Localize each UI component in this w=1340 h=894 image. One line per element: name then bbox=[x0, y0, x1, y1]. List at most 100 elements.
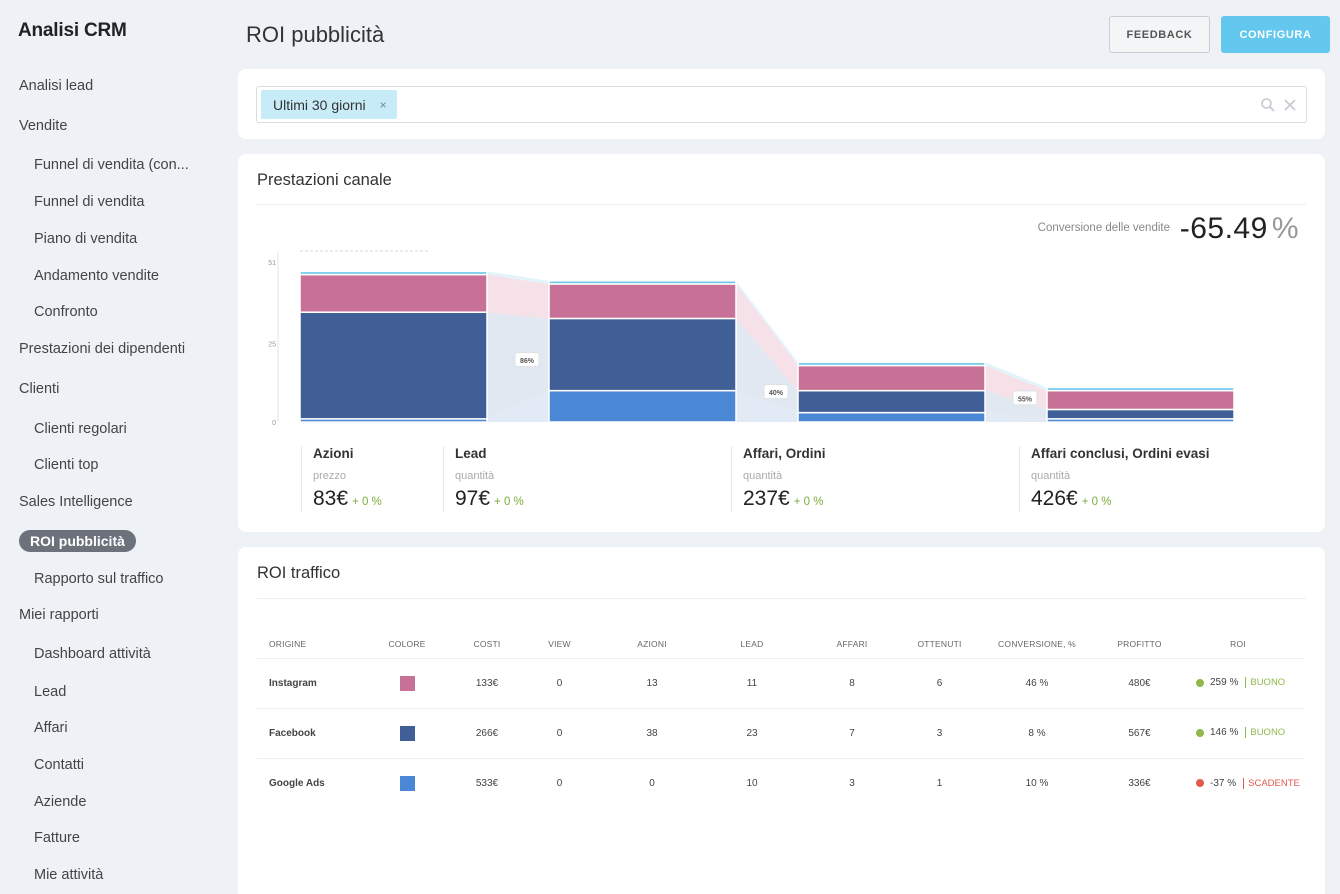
bar-segment bbox=[797, 361, 986, 367]
stat-value-number: 83€ bbox=[313, 487, 349, 510]
stat-value: 237€ + 0 % bbox=[743, 487, 826, 511]
status-badge: SCADENTE bbox=[1248, 777, 1300, 789]
separator bbox=[1243, 777, 1245, 789]
bar-segment bbox=[299, 311, 488, 420]
sidebar-item-dashboard-attivita[interactable]: Dashboard attività bbox=[34, 646, 151, 662]
column-header[interactable]: ROI bbox=[1172, 630, 1304, 659]
sidebar-item-mie-attivita[interactable]: Mie attività bbox=[34, 867, 104, 883]
stat-title: Affari, Ordini bbox=[743, 446, 826, 461]
sidebar-item-vendite[interactable]: Vendite bbox=[19, 118, 68, 134]
column-header[interactable]: PROFITTO bbox=[1107, 630, 1172, 659]
card-title: ROI traffico bbox=[257, 564, 341, 582]
sidebar-item-confronto[interactable]: Confronto bbox=[34, 304, 98, 320]
stat-title: Affari conclusi, Ordini evasi bbox=[1031, 446, 1210, 461]
sidebar-item-affari[interactable]: Affari bbox=[34, 720, 68, 736]
roi-cell: 146 % BUONO bbox=[1172, 708, 1304, 759]
stat-azioni: Azioni prezzo 83€ + 0 % bbox=[301, 446, 382, 512]
conversion-cell: 46 % bbox=[967, 658, 1107, 709]
stat-value-number: 237€ bbox=[743, 487, 790, 510]
sidebar-item-clienti-top[interactable]: Clienti top bbox=[34, 457, 99, 473]
roi-table: ORIGINE COLORE COSTI VIEW AZIONI LEAD AF… bbox=[257, 630, 1304, 808]
roi-value: 146 % bbox=[1210, 727, 1239, 739]
feedback-button[interactable]: FEEDBACK bbox=[1109, 16, 1210, 53]
column-header[interactable]: AZIONI bbox=[592, 630, 712, 659]
search-icon[interactable] bbox=[1260, 97, 1276, 113]
table-row[interactable]: Facebook 266€ 0 38 23 7 3 8 % 567€ 146 % BUONO bbox=[257, 708, 1304, 759]
sidebar: Analisi CRM Analisi lead Vendite Funnel … bbox=[0, 0, 230, 894]
color-swatch bbox=[399, 675, 415, 691]
roi-cell: -37 % SCADENTE bbox=[1172, 758, 1304, 808]
bar-segment bbox=[548, 389, 737, 423]
funnel-connector bbox=[487, 390, 549, 422]
deals-cell: 3 bbox=[849, 777, 855, 789]
actions-cell: 0 bbox=[649, 777, 655, 789]
y-tick-label: 0 bbox=[272, 420, 276, 427]
column-header[interactable]: CONVERSIONE, % bbox=[967, 630, 1107, 659]
sidebar-item-analisi-lead[interactable]: Analisi lead bbox=[19, 78, 94, 94]
conversion-tag-bg bbox=[763, 384, 789, 400]
conversion-tag: 86% bbox=[514, 352, 540, 368]
deals-cell: 7 bbox=[792, 708, 912, 759]
sidebar-item-funnel[interactable]: Funnel di vendita bbox=[34, 194, 145, 210]
sidebar-item-clienti-regolari[interactable]: Clienti regolari bbox=[34, 421, 127, 437]
column-header[interactable]: COLORE bbox=[367, 630, 447, 659]
funnel-connector bbox=[985, 362, 1047, 391]
conversion-cell: 8 % bbox=[967, 708, 1107, 759]
conversion-label: Conversione delle vendite bbox=[1037, 222, 1170, 234]
table-row[interactable]: Google Ads 533€ 0 0 10 3 1 10 % 336€ -37 % SCADENT… bbox=[257, 758, 1304, 808]
column-header[interactable]: OTTENUTI bbox=[912, 630, 967, 659]
deals-cell: 8 bbox=[792, 658, 912, 709]
sidebar-item-funnel-con[interactable]: Funnel di vendita (con... bbox=[34, 157, 189, 173]
sidebar-item-rapporto-traffico[interactable]: Rapporto sul traffico bbox=[34, 571, 164, 587]
column-header[interactable]: ORIGINE bbox=[257, 630, 367, 659]
sidebar-item-roi-pubblicita[interactable]: ROI pubblicità bbox=[19, 530, 136, 552]
separator bbox=[1245, 677, 1247, 689]
conversion-unit: % bbox=[1271, 212, 1299, 245]
bar-segment bbox=[797, 389, 986, 414]
view-cell: 0 bbox=[527, 708, 592, 759]
view-cell: 0 bbox=[527, 658, 592, 709]
configure-button[interactable]: CONFIGURA bbox=[1221, 16, 1330, 53]
conversion-tag-bg bbox=[514, 352, 540, 368]
close-icon[interactable] bbox=[1282, 97, 1298, 113]
won-cell: 3 bbox=[912, 708, 967, 759]
column-header[interactable]: COSTI bbox=[447, 630, 527, 659]
status-dot-icon bbox=[1196, 779, 1204, 788]
bar-segment bbox=[797, 411, 986, 423]
conversion-cell: 10 % bbox=[1025, 777, 1049, 789]
roi-value: 259 % bbox=[1210, 677, 1239, 689]
stat-value: 83€ + 0 % bbox=[313, 487, 382, 511]
profit-cell: 480€ bbox=[1107, 658, 1172, 709]
sidebar-item-miei-rapporti[interactable]: Miei rapporti bbox=[19, 607, 99, 623]
sidebar-item-aziende[interactable]: Aziende bbox=[34, 794, 87, 810]
conversion-tag-label: 40% bbox=[769, 390, 784, 397]
roi-cell: 259 % BUONO bbox=[1172, 658, 1304, 709]
stat-value: 97€ + 0 % bbox=[455, 487, 524, 511]
table-row[interactable]: Instagram 133€ 0 13 11 8 6 46 % 480€ 259 % BUONO bbox=[257, 658, 1304, 709]
color-swatch bbox=[399, 775, 415, 791]
sidebar-item-piano-vendita[interactable]: Piano di vendita bbox=[34, 231, 138, 247]
won-cell: 6 bbox=[912, 658, 967, 709]
funnel-connector bbox=[736, 390, 798, 422]
conversion-number: -65.49 bbox=[1179, 212, 1268, 245]
sidebar-item-andamento-vendite[interactable]: Andamento vendite bbox=[34, 268, 159, 284]
roi-value: -37 % bbox=[1210, 777, 1237, 789]
column-header[interactable]: VIEW bbox=[527, 630, 592, 659]
filter-chip[interactable]: Ultimi 30 giorni × bbox=[261, 90, 397, 119]
filter-input[interactable]: Ultimi 30 giorni × bbox=[256, 86, 1307, 123]
sidebar-item-sales-intelligence[interactable]: Sales Intelligence bbox=[19, 494, 133, 510]
chip-remove-icon[interactable]: × bbox=[379, 97, 387, 112]
sidebar-item-prestazioni-dipendenti[interactable]: Prestazioni dei dipendenti bbox=[19, 341, 186, 357]
sidebar-item-lead[interactable]: Lead bbox=[34, 684, 67, 700]
sidebar-item-contatti[interactable]: Contatti bbox=[34, 757, 84, 773]
column-header[interactable]: AFFARI bbox=[792, 630, 912, 659]
costs-cell: 533€ bbox=[475, 777, 499, 789]
bar-segment bbox=[548, 280, 737, 285]
column-header[interactable]: LEAD bbox=[712, 630, 792, 659]
conversion-tag-label: 55% bbox=[1018, 396, 1033, 403]
actions-cell: 13 bbox=[592, 658, 712, 709]
sidebar-item-fatture[interactable]: Fatture bbox=[34, 830, 80, 846]
funnel-connector bbox=[736, 283, 798, 391]
sidebar-item-clienti[interactable]: Clienti bbox=[19, 381, 60, 397]
conversion-tag-bg bbox=[1012, 390, 1038, 406]
